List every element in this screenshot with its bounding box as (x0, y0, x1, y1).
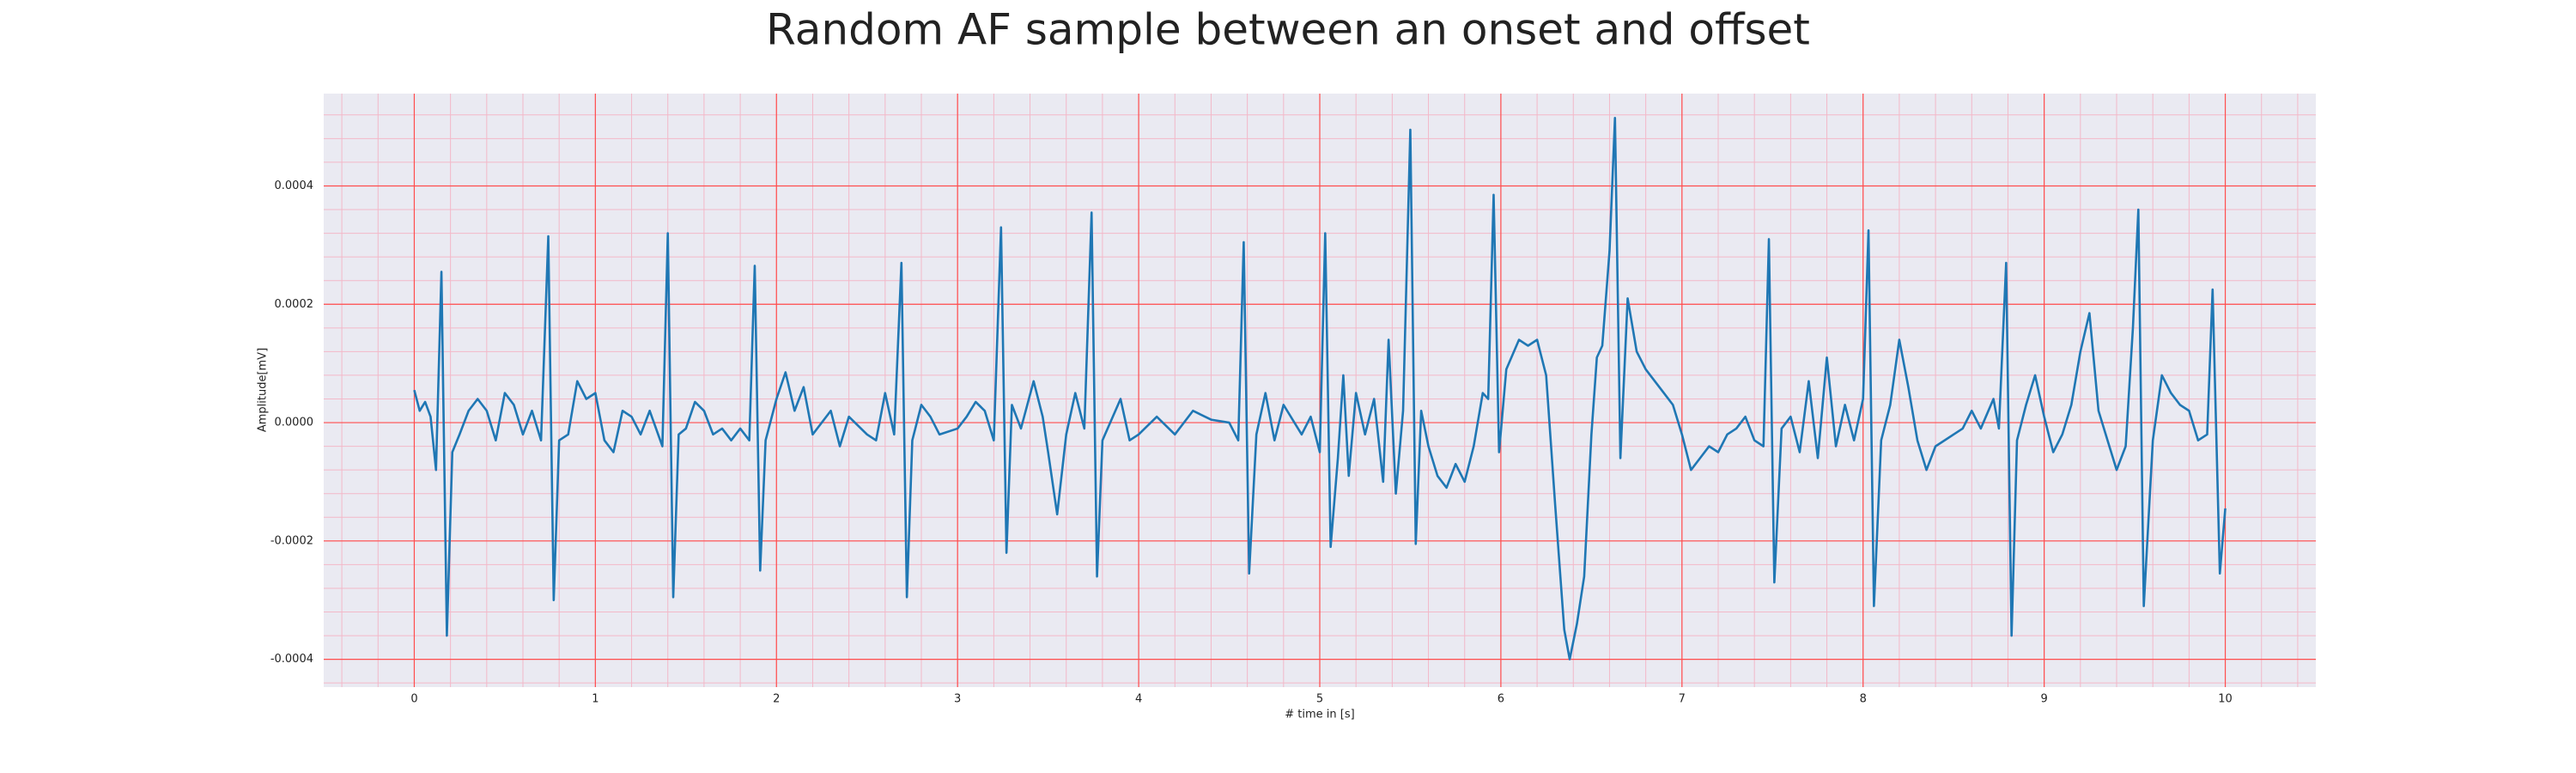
chart-title: Random AF sample between an onset and of… (766, 5, 1810, 55)
y-tick-label: -0.0004 (270, 653, 313, 666)
x-tick-label: 5 (1316, 693, 1323, 706)
x-tick-label: 8 (1860, 693, 1867, 706)
x-tick-label: 0 (410, 693, 417, 706)
x-tick-label: 1 (592, 693, 598, 706)
y-tick-label: 0.0004 (275, 180, 314, 192)
x-axis-label: # time in [s] (1285, 709, 1354, 721)
y-tick-label: 0.0002 (275, 298, 314, 311)
signal-line (413, 116, 2227, 660)
x-tick-label: 3 (954, 693, 961, 706)
x-tick-label: 9 (2040, 693, 2047, 706)
x-tick-label: 6 (1498, 693, 1504, 706)
x-tick-label: 7 (1679, 693, 1686, 706)
y-tick-label: -0.0002 (270, 534, 313, 547)
x-tick-label: 2 (773, 693, 780, 706)
y-axis-label: Amplitude[mV] (257, 348, 270, 432)
y-tick-label: 0.0000 (275, 417, 314, 429)
x-tick-label: 10 (2218, 693, 2233, 706)
x-tick-label: 4 (1135, 693, 1142, 706)
